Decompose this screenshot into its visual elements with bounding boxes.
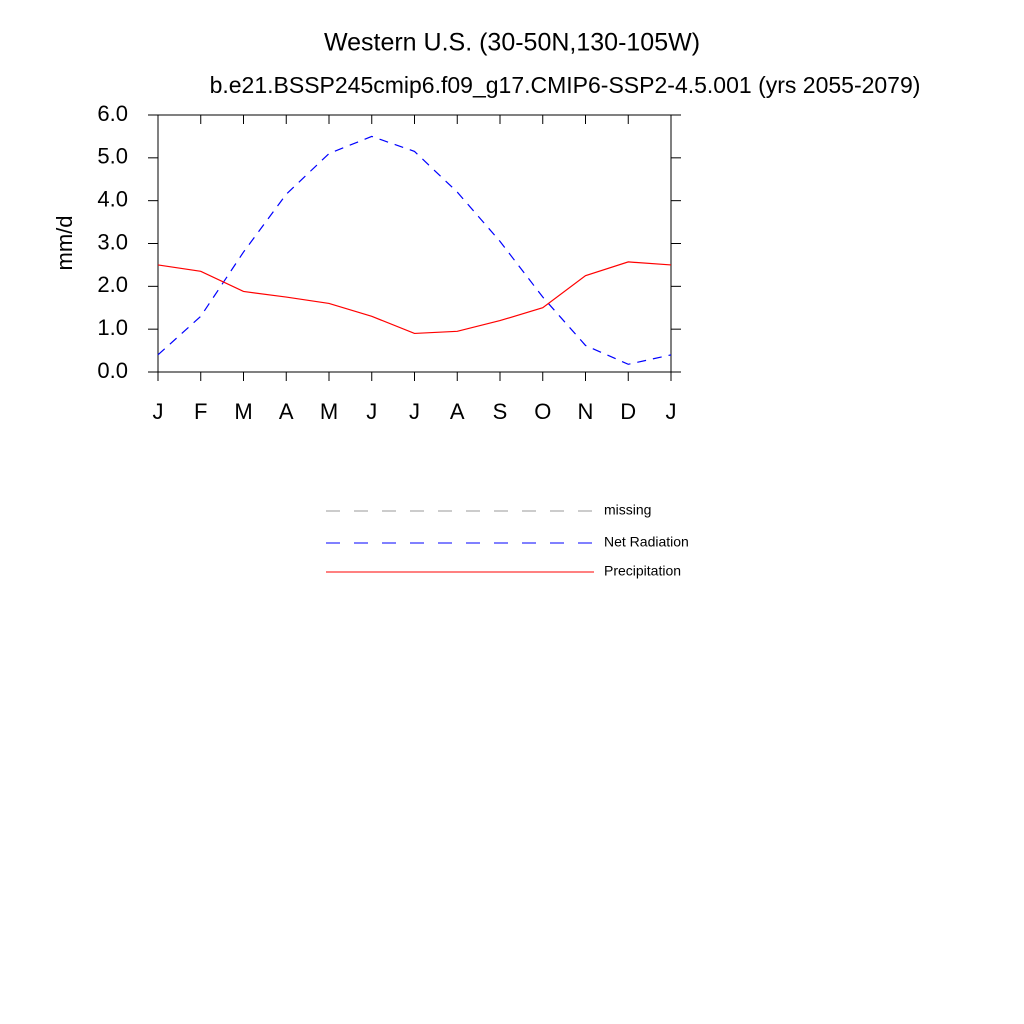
x-tick-label: J [366, 399, 377, 424]
y-axis-label: mm/d [52, 216, 77, 271]
legend-label: Precipitation [604, 563, 681, 579]
x-tick-label: J [153, 399, 164, 424]
y-tick-label: 5.0 [97, 144, 128, 169]
y-tick-label: 6.0 [97, 101, 128, 126]
chart-subtitle: b.e21.BSSP245cmip6.f09_g17.CMIP6-SSP2-4.… [210, 72, 921, 98]
chart-title: Western U.S. (30-50N,130-105W) [324, 29, 700, 57]
x-tick-label: S [493, 399, 508, 424]
y-tick-label: 0.0 [97, 358, 128, 383]
legend-label: missing [604, 502, 651, 518]
x-tick-label: N [578, 399, 594, 424]
y-tick-label: 2.0 [97, 272, 128, 297]
y-tick-label: 1.0 [97, 315, 128, 340]
x-tick-label: D [620, 399, 636, 424]
x-tick-label: J [409, 399, 420, 424]
y-tick-label: 3.0 [97, 229, 128, 254]
series-line [157, 135, 672, 365]
x-tick-label: F [194, 399, 207, 424]
x-tick-label: J [666, 399, 677, 424]
x-tick-label: O [534, 399, 551, 424]
x-tick-label: M [320, 399, 338, 424]
x-tick-label: A [450, 399, 465, 424]
x-tick-label: A [279, 399, 294, 424]
legend-label: Net Radiation [604, 534, 689, 550]
x-tick-label: M [234, 399, 252, 424]
y-tick-label: 4.0 [97, 186, 128, 211]
series-line [157, 261, 672, 335]
